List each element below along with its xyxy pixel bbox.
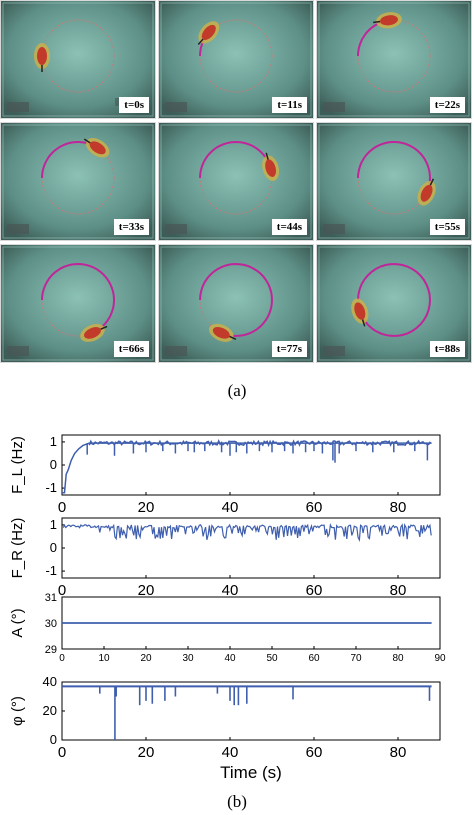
time-stamp-label: t=88s [429,341,465,357]
y-tick-label: 0 [50,540,57,555]
x-tick-label: 0 [58,744,66,761]
x-axis-label: Time (s) [220,763,282,782]
x-tick-label: 70 [350,653,362,664]
y-axis-label: φ (°) [9,696,26,726]
series-line [62,442,432,494]
plot-frame [61,434,441,496]
swim-trajectory [357,141,432,194]
x-tick-label: 80 [390,499,407,516]
x-tick-label: 80 [392,653,404,664]
robotic-fish [262,152,280,181]
time-stamp-label: t=33s [113,219,149,235]
x-tick-label: 40 [222,744,239,761]
y-tick-label: 31 [45,592,57,604]
swim-trajectory [357,263,432,337]
caption-a: (a) [227,381,247,400]
x-tick-label: 40 [224,653,236,664]
time-stamp-label: t=77s [271,341,307,357]
swim-trajectory [199,262,273,338]
x-tick-label: 0 [58,499,66,516]
swim-trajectory [41,262,116,334]
time-stamp-label: t=0s [119,97,149,113]
video-frame: t=22s [316,0,472,119]
video-frame: t=44s [158,122,314,241]
robotic-fish [373,12,402,29]
y-tick-label: -1 [45,563,57,578]
x-tick-label: 60 [308,653,320,664]
x-tick-label: 0 [58,582,66,599]
robotic-fish [83,138,110,158]
x-tick-label: 50 [266,653,278,664]
video-frame: t=33s [0,122,156,241]
y-tick-label: 20 [43,703,57,718]
robotic-fish [351,298,369,327]
x-tick-label: 0 [59,653,65,664]
y-tick-label: 0 [50,732,57,747]
y-tick-label: 30 [45,618,57,630]
time-stamp-label: t=22s [429,97,465,113]
photo-sequence-grid: t=0s t=11s t=22s t=33s t=44s t=55s t=66s t=77s t… [0,0,474,366]
x-tick-label: 20 [140,653,152,664]
y-axis-label: F_R (Hz) [9,518,26,579]
time-stamp-label: t=66s [113,341,149,357]
robotic-fish [197,21,220,45]
video-frame: t=77s [158,244,314,363]
frame-scene [1,1,155,118]
robotic-fish [208,323,237,342]
series-line [62,522,432,542]
y-tick-label: 29 [45,644,57,656]
robotic-fish [34,43,50,72]
video-frame: t=66s [0,244,156,363]
y-tick-label: 1 [50,434,57,449]
x-tick-label: 60 [306,582,323,599]
time-stamp-label: t=11s [272,97,307,113]
y-axis-label: F_L (Hz) [9,436,26,494]
y-tick-label: 0 [50,457,57,472]
x-tick-label: 60 [306,499,323,516]
x-tick-label: 40 [222,499,239,516]
swim-trajectory [41,141,99,179]
video-frame: t=88s [316,244,472,363]
x-tick-label: 30 [182,653,194,664]
robotic-fish [417,178,436,206]
y-tick-label: 1 [50,517,57,532]
robotic-fish [80,323,108,342]
time-stamp-label: t=55s [429,219,465,235]
plot-frame [61,681,441,741]
x-tick-label: 80 [390,582,407,599]
video-frame: t=55s [316,122,472,241]
x-tick-label: 20 [138,582,155,599]
x-tick-label: 80 [390,744,407,761]
video-frame: t=0s [0,0,156,119]
x-tick-label: 20 [138,499,155,516]
caption-b: (b) [227,792,247,811]
video-frame: t=11s [158,0,314,119]
swim-trajectory [199,140,272,179]
x-tick-label: 90 [434,653,446,664]
time-stamp-label: t=44s [271,219,307,235]
y-axis-label: A (°) [9,608,26,637]
x-tick-label: 40 [222,582,239,599]
x-tick-label: 60 [306,744,323,761]
y-tick-label: 40 [43,674,57,689]
x-tick-label: 10 [98,653,110,664]
y-tick-label: -1 [45,480,57,495]
x-tick-label: 20 [138,744,155,761]
